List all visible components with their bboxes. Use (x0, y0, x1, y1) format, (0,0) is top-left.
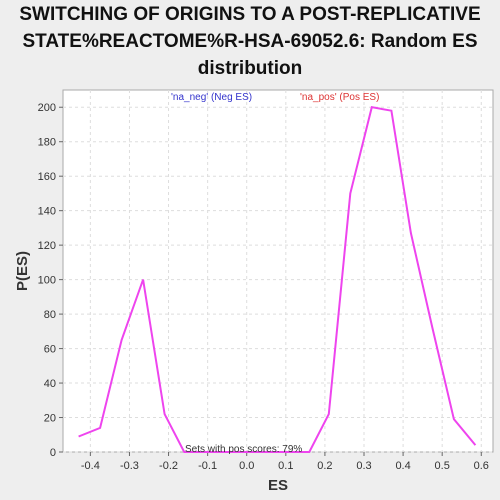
y-tick-label: 60 (44, 344, 56, 356)
y-tick-label: 80 (44, 309, 56, 321)
y-tick-label: 160 (38, 171, 56, 183)
y-tick-label: 140 (38, 206, 56, 218)
x-tick-label: 0.6 (474, 460, 489, 472)
y-tick-label: 120 (38, 240, 56, 252)
y-tick-label: 200 (38, 102, 56, 114)
x-tick-label: 0.3 (356, 460, 371, 472)
pos-scores-annotation: Sets with pos scores: 79% (185, 444, 302, 455)
chart-title-line-3: distribution (197, 58, 303, 79)
x-tick-label: 0.2 (317, 460, 332, 472)
axis-ticks: -0.4 -0.3 -0.2 -0.1 0.0 0.1 0.2 0.3 0.4 0.5 0.6 0 20… (38, 102, 489, 472)
grid (63, 90, 493, 453)
series-line (78, 106, 477, 453)
x-tick-label: 0.1 (278, 460, 293, 472)
plot-area (62, 89, 494, 453)
y-tick-label: 180 (38, 137, 56, 149)
x-tick-label: -0.2 (159, 460, 178, 472)
y-tick-label: 40 (44, 378, 56, 390)
x-tick-label: 0.4 (395, 460, 410, 472)
x-tick-label: -0.4 (81, 460, 100, 472)
x-tick-label: 0.0 (239, 460, 254, 472)
y-axis-label: P(ES) (14, 251, 31, 291)
legend-neg: 'na_neg' (Neg ES) (171, 92, 252, 103)
y-tick-label: 20 (44, 413, 56, 425)
x-tick-label: -0.1 (198, 460, 217, 472)
x-tick-label: -0.3 (120, 460, 139, 472)
x-axis-label: ES (268, 477, 288, 494)
y-tick-label: 0 (50, 447, 56, 459)
chart-title-line-2: STATE%REACTOME%R-HSA-69052.6: Random ES (22, 31, 478, 52)
y-tick-label: 100 (38, 275, 56, 287)
legend-pos: 'na_pos' (Pos ES) (300, 92, 379, 103)
x-tick-label: 0.5 (435, 460, 450, 472)
chart-title-line-1: SWITCHING OF ORIGINS TO A POST-REPLICATI… (19, 4, 481, 25)
